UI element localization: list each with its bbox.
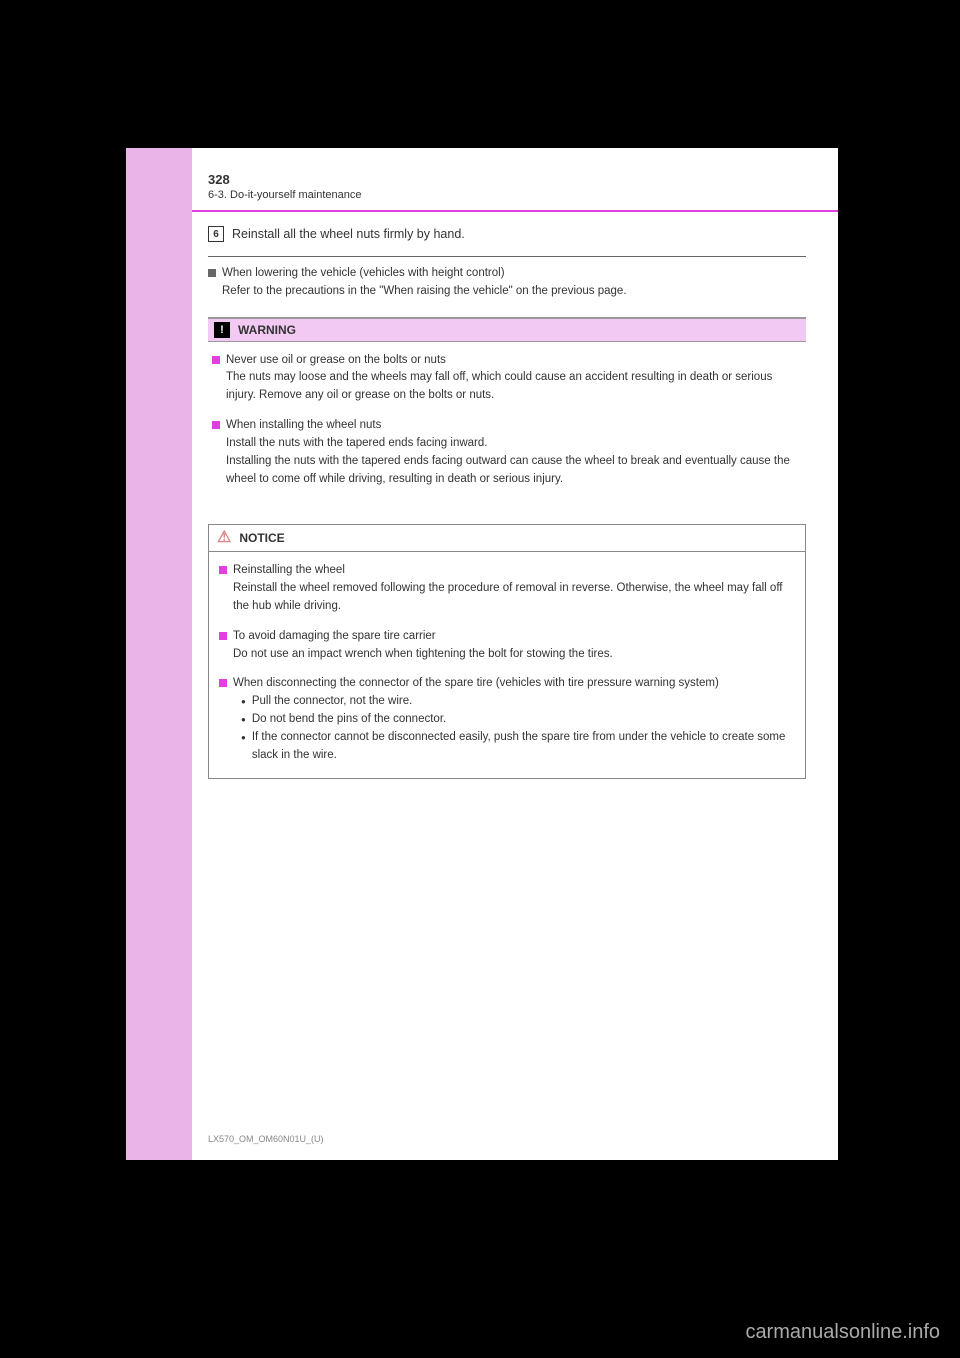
notice-subitem: If the connector cannot be disconnected … <box>233 729 795 765</box>
instruction-step: 6 Reinstall all the wheel nuts firmly by… <box>208 226 806 242</box>
notice-item: Reinstalling the wheel Reinstall the whe… <box>219 562 795 615</box>
document-id: LX570_OM_OM60N01U_(U) <box>208 1134 324 1144</box>
warning-item-title: When installing the wheel nuts <box>226 417 802 435</box>
breadcrumb: 6-3. Do-it-yourself maintenance <box>208 189 822 201</box>
notice-item: When disconnecting the connector of the … <box>219 675 795 764</box>
notice-label: NOTICE <box>239 531 284 545</box>
header-rule <box>192 210 838 212</box>
warning-item: Never use oil or grease on the bolts or … <box>212 352 802 405</box>
square-bullet-icon <box>212 356 220 364</box>
notice-body: Reinstalling the wheel Reinstall the whe… <box>209 552 805 778</box>
notice-item-title: Reinstalling the wheel <box>233 562 795 580</box>
notice-subitem: Pull the connector, not the wire. <box>233 693 795 711</box>
notice-item: To avoid damaging the spare tire carrier… <box>219 628 795 664</box>
notice-item-title: To avoid damaging the spare tire carrier <box>233 628 613 646</box>
notice-box: ⚠ NOTICE Reinstalling the wheel Reinstal… <box>208 524 806 779</box>
page-header: 328 6-3. Do-it-yourself maintenance <box>208 172 822 201</box>
warning-item-title: Never use oil or grease on the bolts or … <box>226 352 802 370</box>
step-text: Reinstall all the wheel nuts firmly by h… <box>232 227 465 241</box>
warning-header: ! WARNING <box>208 319 806 342</box>
warning-item: When installing the wheel nuts Install t… <box>212 417 802 488</box>
warning-item-body-line: Install the nuts with the tapered ends f… <box>226 435 802 453</box>
notice-item-body: Reinstall the wheel removed following th… <box>233 580 795 616</box>
divider <box>208 256 806 257</box>
warning-item-body-line: Installing the nuts with the tapered end… <box>226 453 802 489</box>
note-body: Refer to the precautions in the "When ra… <box>208 283 806 301</box>
notice-subitem-text: If the connector cannot be disconnected … <box>252 729 795 765</box>
warning-item-body: The nuts may loose and the wheels may fa… <box>226 369 802 405</box>
notice-subitem-text: Pull the connector, not the wire. <box>252 693 412 711</box>
square-bullet-icon <box>219 632 227 640</box>
step-number-box: 6 <box>208 226 224 242</box>
watermark-text: carmanualsonline.info <box>745 1321 940 1344</box>
notice-subitem: Do not bend the pins of the connector. <box>233 711 795 729</box>
warning-box: ! WARNING Never use oil or grease on the… <box>208 317 806 511</box>
note-heading: When lowering the vehicle (vehicles with… <box>222 265 505 283</box>
note-block: When lowering the vehicle (vehicles with… <box>208 265 806 301</box>
manual-page: 328 6-3. Do-it-yourself maintenance 6 Re… <box>126 148 838 1160</box>
notice-item-title: When disconnecting the connector of the … <box>233 675 795 693</box>
square-bullet-icon <box>219 679 227 687</box>
square-bullet-icon <box>219 566 227 574</box>
notice-item-body: Do not use an impact wrench when tighten… <box>233 646 613 664</box>
notice-subitem-text: Do not bend the pins of the connector. <box>252 711 446 729</box>
square-bullet-icon <box>212 421 220 429</box>
warning-label: WARNING <box>238 323 296 337</box>
notice-header: ⚠ NOTICE <box>209 525 805 552</box>
warning-body: Never use oil or grease on the bolts or … <box>208 342 806 511</box>
notice-icon: ⚠ <box>217 530 231 546</box>
square-bullet-icon <box>208 269 216 277</box>
page-number: 328 <box>208 172 822 187</box>
warning-icon: ! <box>214 322 230 338</box>
section-side-tab <box>126 148 192 1160</box>
page-content: 6 Reinstall all the wheel nuts firmly by… <box>208 226 806 779</box>
